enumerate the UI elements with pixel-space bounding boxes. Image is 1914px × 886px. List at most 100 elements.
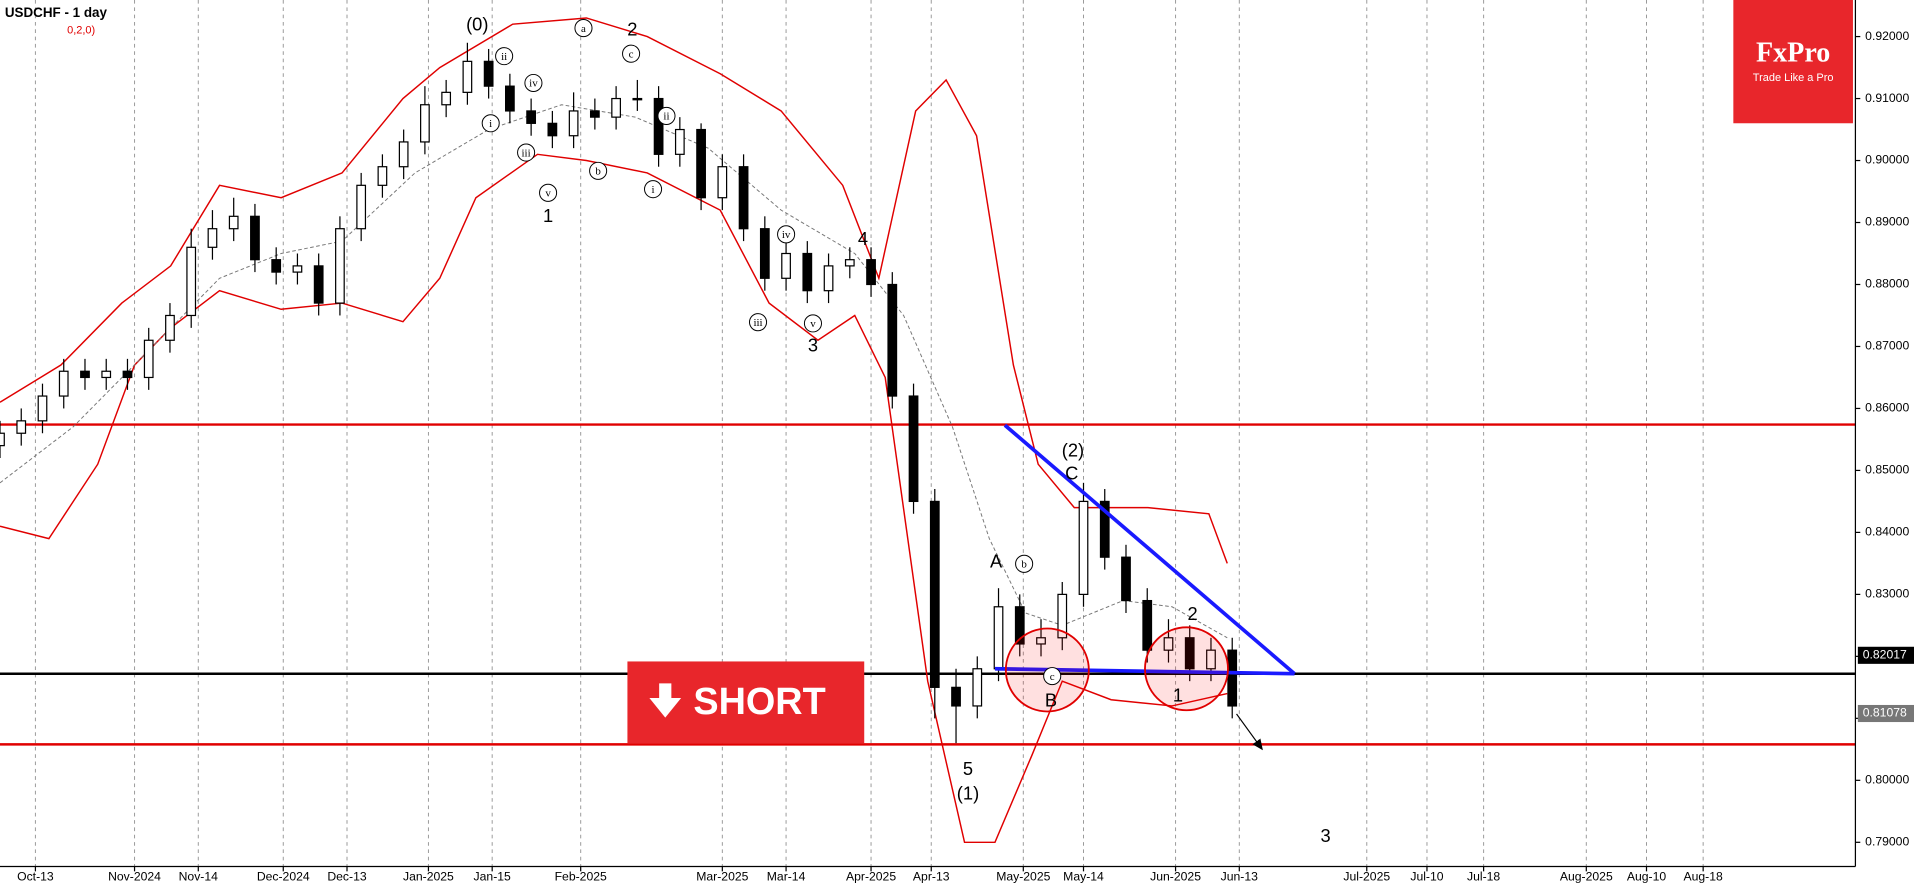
wave-label: (2): [1062, 439, 1084, 460]
candle-body: [16, 420, 27, 434]
x-tick-label: Jul-18: [1467, 870, 1500, 884]
wave-label: b: [1021, 559, 1027, 571]
wave-label: C: [1065, 463, 1078, 484]
x-tick-label: Mar-14: [767, 870, 806, 884]
signal-box: SHORT: [627, 661, 865, 744]
wave-label: iv: [529, 78, 538, 90]
candle: [1036, 619, 1046, 657]
candle: [1099, 489, 1110, 570]
candle: [377, 154, 388, 198]
candle: [929, 489, 940, 719]
candle-body: [271, 259, 282, 273]
candle: [37, 383, 48, 434]
candle: [1078, 482, 1089, 607]
wave-circle: [748, 313, 768, 332]
y-tick-label: 0.84000: [1865, 525, 1909, 539]
candle-body: [1014, 606, 1025, 645]
x-tick-label: Mar-2025: [696, 870, 748, 884]
candle: [356, 172, 367, 242]
candle-body: [313, 265, 324, 304]
y-tick-label: 0.88000: [1865, 277, 1909, 291]
x-tick-label: Oct-13: [17, 870, 54, 884]
y-tick-label: 0.85000: [1865, 463, 1909, 477]
candle-body: [887, 283, 898, 397]
x-tick-label: Jun-2025: [1150, 870, 1201, 884]
x-tick-label: Jul-10: [1410, 870, 1443, 884]
candle-body: [1036, 637, 1046, 645]
candle: [441, 79, 452, 118]
chart-title: USDCHF - 1 day: [5, 5, 108, 20]
wave-label: 4: [858, 228, 868, 249]
x-tick-label: May-2025: [996, 870, 1050, 884]
candle-body: [356, 184, 367, 230]
wave-circle: [589, 161, 608, 180]
wave-label: ii: [663, 111, 669, 123]
candle: [186, 228, 197, 328]
wave-label: iii: [522, 147, 531, 159]
candle-body: [568, 110, 579, 137]
candle-body: [993, 606, 1004, 670]
candle: [972, 656, 983, 719]
wave-label: ii: [501, 51, 507, 63]
band-line: [0, 17, 1228, 564]
y-tick-label: 0.90000: [1865, 153, 1909, 167]
candle: [80, 358, 90, 390]
candle: [335, 216, 345, 316]
wave-circle: [481, 114, 500, 133]
x-tick-label: May-14: [1063, 870, 1104, 884]
candle: [398, 129, 409, 180]
candle-body: [929, 500, 940, 688]
candle-body: [589, 110, 600, 118]
price-label-box: [1857, 646, 1914, 664]
candle: [271, 247, 282, 285]
wave-label: i: [652, 184, 655, 196]
candle: [101, 358, 112, 390]
candle: [207, 210, 218, 260]
candle-body: [632, 97, 643, 101]
logo-tagline: Trade Like a Pro: [1753, 72, 1834, 84]
wave-circle: [524, 73, 543, 93]
candle-body: [547, 122, 558, 137]
candle-body: [738, 166, 749, 230]
signal-text: SHORT: [693, 681, 825, 723]
wave-circle: [517, 143, 536, 162]
candle-body: [1121, 556, 1131, 602]
candle-body: [250, 215, 260, 261]
price-label-box: [1857, 704, 1914, 723]
candle: [250, 203, 260, 273]
x-tick-label: Jun-13: [1221, 870, 1258, 884]
candle-body: [653, 97, 664, 155]
candle: [483, 48, 494, 99]
candle: [653, 86, 664, 167]
grid: [34, 0, 1704, 867]
candle-body: [462, 60, 473, 93]
wave-label: v: [545, 188, 551, 200]
candle-body: [696, 128, 706, 199]
candle-body: [823, 265, 834, 292]
wave-circle: [539, 183, 558, 202]
candle-body: [1227, 649, 1238, 707]
wave-label: 3: [808, 334, 818, 355]
x-tick-label: Aug-10: [1627, 870, 1667, 884]
wave-label: B: [1045, 690, 1057, 711]
wave-label: 2: [1187, 603, 1197, 624]
candle: [420, 86, 430, 155]
wave-label: 2: [627, 18, 637, 39]
wave-label: a: [581, 23, 586, 35]
y-tick-label: 0.89000: [1865, 215, 1909, 229]
candle-body: [377, 166, 388, 186]
wave-label: i: [489, 118, 492, 130]
y-tick-label: 0.92000: [1865, 29, 1909, 43]
candle-body: [122, 370, 133, 379]
candle-body: [759, 228, 770, 279]
y-tick-label: 0.80000: [1865, 773, 1909, 787]
x-tick-label: Apr-2025: [846, 870, 896, 884]
candle: [717, 154, 728, 211]
logo-name: FxPro: [1756, 37, 1830, 68]
wave-circle: [644, 180, 663, 199]
highlight-circle: [1144, 626, 1229, 712]
candle-body: [207, 228, 218, 248]
